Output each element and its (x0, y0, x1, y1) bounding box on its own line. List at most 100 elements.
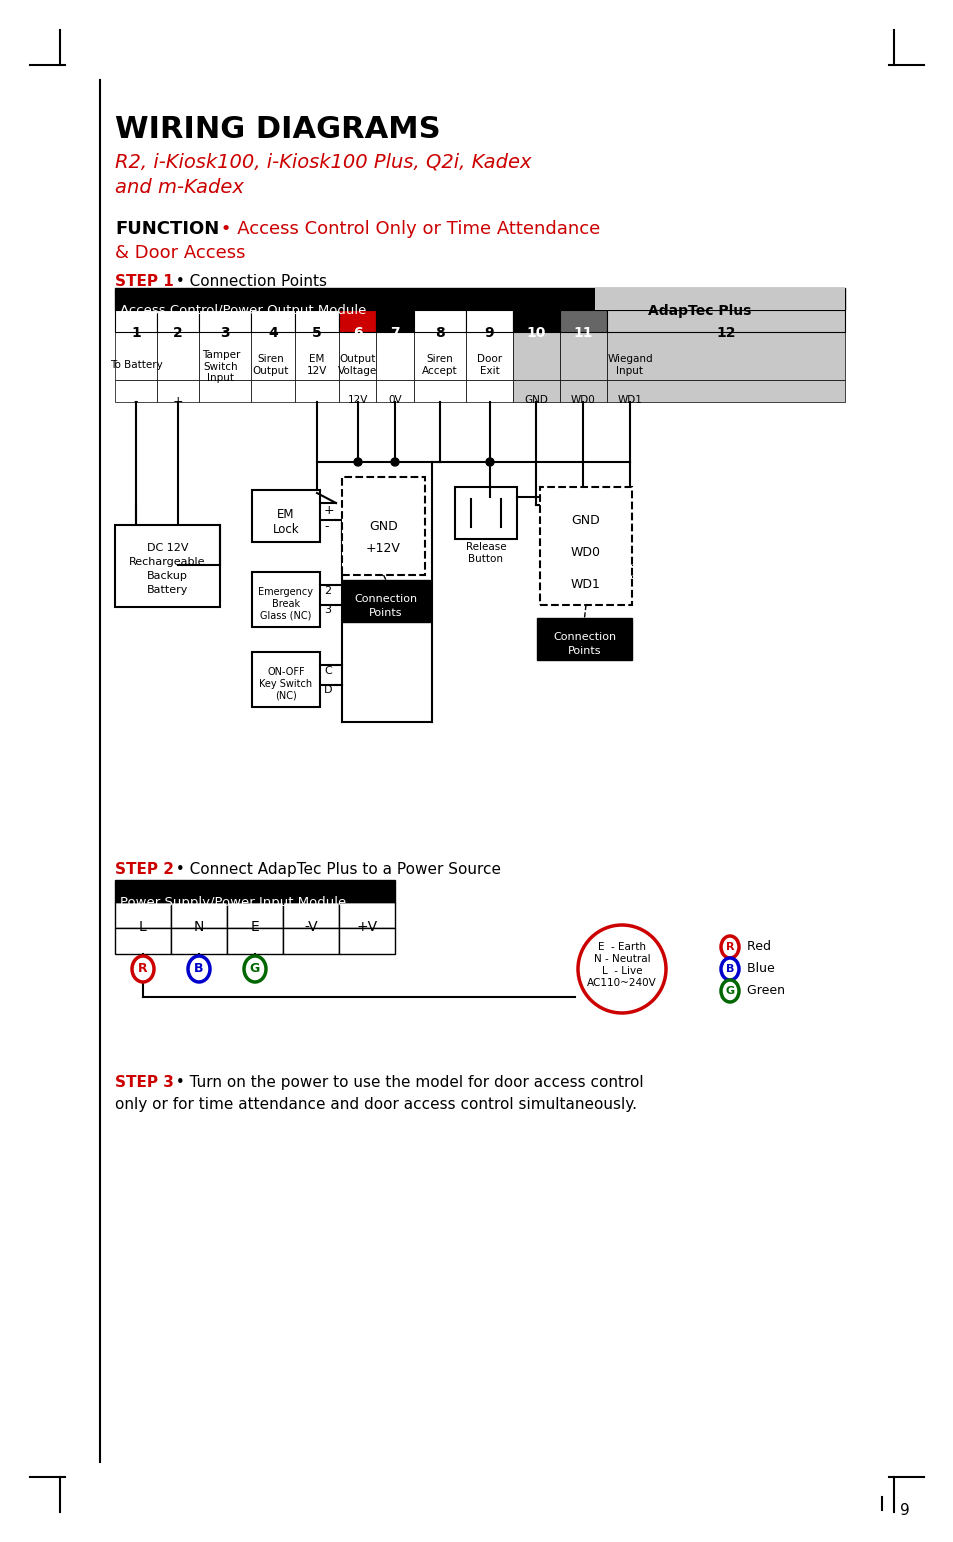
Bar (115, 288, 844, 310)
Bar (465, 379, 513, 402)
Bar (595, 288, 844, 310)
Text: Siren
Output: Siren Output (253, 355, 289, 376)
Bar (115, 524, 220, 608)
Text: C: C (324, 666, 332, 675)
Bar (115, 880, 395, 902)
Bar (513, 310, 844, 402)
Text: 7: 7 (390, 325, 399, 339)
Text: STEP 2: STEP 2 (115, 862, 173, 877)
Text: WIRING DIAGRAMS: WIRING DIAGRAMS (115, 116, 440, 143)
Text: 1: 1 (131, 325, 141, 339)
Text: GND: GND (571, 513, 599, 527)
Circle shape (485, 458, 494, 466)
Text: • Connection Points: • Connection Points (171, 274, 327, 288)
Text: Points: Points (567, 646, 600, 655)
Bar (171, 928, 227, 954)
Bar (251, 310, 294, 332)
Bar (375, 332, 414, 379)
Bar (199, 379, 251, 402)
Bar (115, 928, 171, 954)
Bar (455, 487, 517, 540)
Text: 5: 5 (312, 325, 321, 339)
Text: 2: 2 (172, 325, 183, 339)
Text: G: G (724, 985, 734, 996)
Text: B: B (725, 964, 734, 975)
Bar (606, 310, 844, 332)
Text: 9: 9 (484, 325, 494, 339)
Text: Button: Button (468, 554, 503, 564)
Ellipse shape (720, 936, 739, 958)
Text: 0V: 0V (388, 395, 401, 406)
Text: L: L (139, 921, 147, 934)
Text: Wiegand
Input: Wiegand Input (606, 355, 652, 376)
Text: ON-OFF: ON-OFF (267, 668, 305, 677)
Text: Backup: Backup (147, 571, 188, 581)
Text: Lock: Lock (273, 523, 299, 537)
Text: -: - (133, 395, 138, 409)
Text: GND: GND (523, 395, 547, 406)
Text: R: R (138, 962, 148, 976)
Bar (227, 902, 283, 928)
Bar (338, 928, 395, 954)
Ellipse shape (720, 981, 739, 1002)
Bar (606, 332, 844, 379)
Text: only or for time attendance and door access control simultaneously.: only or for time attendance and door acc… (115, 1096, 637, 1112)
Bar (115, 902, 171, 928)
Text: -: - (324, 520, 328, 534)
Text: STEP 1: STEP 1 (115, 274, 173, 288)
FancyBboxPatch shape (539, 487, 631, 604)
Text: Door
Exit: Door Exit (476, 355, 502, 376)
Bar (338, 379, 375, 402)
Bar (513, 310, 559, 332)
Text: 3: 3 (324, 604, 331, 615)
Text: Red: Red (742, 941, 770, 953)
Text: 10: 10 (526, 325, 546, 339)
Text: N - Neutral: N - Neutral (593, 954, 650, 964)
Bar (513, 379, 559, 402)
Text: 6: 6 (353, 325, 362, 339)
Bar (375, 310, 414, 332)
Bar (294, 379, 338, 402)
Bar (283, 902, 338, 928)
Text: Rechargeable: Rechargeable (129, 557, 206, 567)
Text: Battery: Battery (147, 584, 188, 595)
Bar (227, 928, 283, 954)
Bar (251, 379, 294, 402)
Text: WD0: WD0 (571, 546, 600, 560)
Ellipse shape (132, 956, 153, 982)
Text: STEP 3: STEP 3 (115, 1075, 173, 1090)
Bar (115, 332, 157, 379)
Text: Blue: Blue (742, 962, 774, 976)
Text: Output
Voltage: Output Voltage (338, 355, 377, 376)
Bar (414, 379, 465, 402)
Text: Power Supply/Power Input Module: Power Supply/Power Input Module (120, 896, 346, 908)
Text: 11: 11 (573, 325, 593, 339)
Bar (157, 379, 199, 402)
Text: WD1: WD1 (617, 395, 641, 406)
Bar (338, 310, 375, 332)
Text: L  - Live: L - Live (601, 965, 641, 976)
Text: WD1: WD1 (571, 578, 600, 591)
Text: (NC): (NC) (274, 691, 296, 702)
Text: FUNCTION: FUNCTION (115, 221, 219, 237)
Bar (157, 332, 199, 379)
Circle shape (354, 458, 361, 466)
Text: E  - Earth: E - Earth (598, 942, 645, 951)
Text: Access Control/Power Output Module: Access Control/Power Output Module (120, 304, 366, 318)
Text: +V: +V (356, 921, 377, 934)
Text: AC110~240V: AC110~240V (586, 978, 657, 988)
Text: B: B (194, 962, 204, 976)
Text: N: N (193, 921, 204, 934)
Circle shape (578, 925, 665, 1013)
Bar (251, 332, 294, 379)
FancyBboxPatch shape (341, 476, 424, 575)
Text: Green: Green (742, 984, 784, 998)
Bar (375, 379, 414, 402)
Bar (294, 310, 338, 332)
Text: 12: 12 (716, 325, 735, 339)
Text: Siren
Accept: Siren Accept (422, 355, 457, 376)
Text: R2, i-Kiosk100, i-Kiosk100 Plus, Q2i, Kadex: R2, i-Kiosk100, i-Kiosk100 Plus, Q2i, Ka… (115, 153, 531, 171)
Text: Key Switch: Key Switch (259, 678, 313, 689)
Bar (252, 652, 319, 706)
Ellipse shape (720, 958, 739, 981)
